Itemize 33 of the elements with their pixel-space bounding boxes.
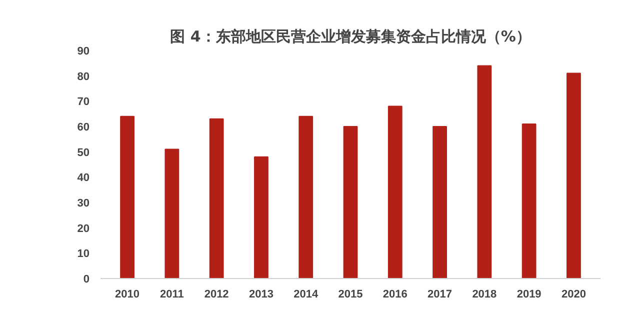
- x-tick-label: 2012: [204, 288, 229, 300]
- bar: [343, 126, 358, 278]
- x-tick-label: 2016: [382, 288, 408, 300]
- x-tick-label: 2011: [160, 288, 184, 300]
- y-tick-label: 80: [77, 70, 90, 83]
- x-tick-label: 2010: [115, 288, 140, 300]
- bar: [522, 123, 536, 278]
- y-tick-label: 20: [77, 222, 90, 235]
- x-tick-label: 2015: [338, 288, 363, 300]
- y-tick-label: 40: [77, 172, 90, 184]
- bar: [388, 106, 402, 278]
- x-tick-label: 2014: [294, 288, 319, 300]
- y-tick-label: 60: [77, 122, 90, 134]
- bar: [477, 65, 492, 278]
- bar: [209, 118, 224, 278]
- bar: [432, 126, 447, 278]
- bar: [254, 156, 268, 278]
- y-tick-label: 50: [77, 146, 90, 159]
- x-tick-label: 2017: [428, 288, 452, 300]
- bar: [298, 116, 314, 278]
- y-tick-label: 10: [77, 248, 90, 260]
- bar: [164, 148, 180, 278]
- x-tick-label: 2018: [472, 288, 497, 300]
- x-tick-label: 2019: [516, 288, 542, 300]
- y-tick-label: 90: [77, 46, 90, 58]
- y-tick-label: 30: [77, 198, 90, 210]
- bar: [120, 116, 134, 278]
- y-tick-label: 70: [77, 96, 90, 108]
- chart-title: 图 4：东部地区民营企业增发募集资金占比情况（%）: [170, 28, 531, 46]
- bar: [566, 72, 581, 278]
- x-tick-label: 2020: [561, 288, 586, 300]
- x-tick-label: 2013: [248, 288, 274, 300]
- y-tick-label: 0: [83, 274, 90, 286]
